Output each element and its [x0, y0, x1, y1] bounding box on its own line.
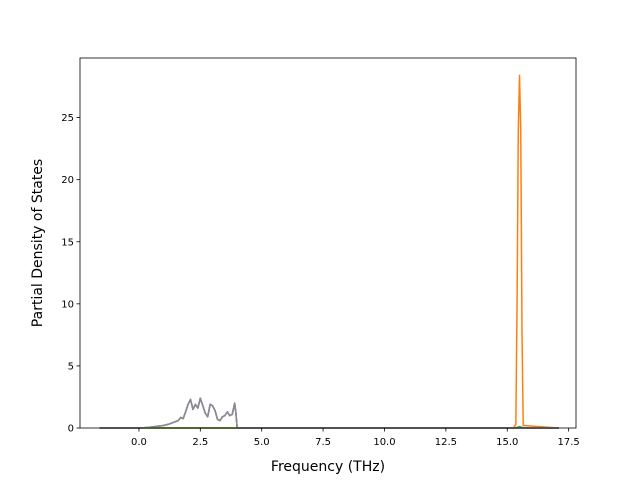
- x-tick-label: 0.0: [131, 437, 147, 448]
- series-line-5: [99, 397, 559, 429]
- x-tick-label: 12.5: [435, 437, 457, 448]
- y-tick-label: 25: [61, 113, 74, 124]
- y-axis-label: Partial Density of States: [30, 159, 46, 327]
- x-tick-label: 10.0: [373, 437, 395, 448]
- y-tick-label: 20: [61, 175, 74, 186]
- y-tick-label: 10: [61, 299, 74, 310]
- x-tick-label: 5.0: [254, 437, 270, 448]
- y-axis-ticks: 0 5 10 15 20 25: [61, 113, 80, 435]
- plot-frame: [79, 57, 577, 429]
- x-tick-label: 15.0: [496, 437, 518, 448]
- x-axis-ticks: 0.0 2.5 5.0 7.5 10.0 12.5 15.0 17.5: [131, 428, 580, 448]
- y-tick-label: 15: [61, 237, 74, 248]
- x-tick-label: 7.5: [315, 437, 331, 448]
- x-axis-label: Frequency (THz): [271, 459, 385, 475]
- series-line-2: [99, 74, 559, 429]
- y-tick-label: 0: [68, 424, 74, 435]
- x-tick-label: 2.5: [192, 437, 208, 448]
- y-tick-label: 5: [68, 361, 74, 372]
- x-tick-label: 17.5: [558, 437, 580, 448]
